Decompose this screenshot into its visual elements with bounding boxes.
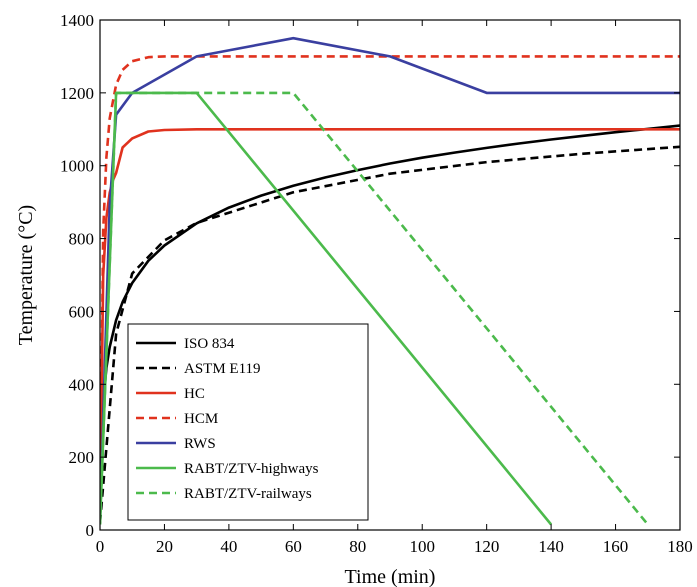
series-line-hc [100, 128, 680, 523]
y-tick-label: 200 [69, 448, 95, 467]
series-line-iso-834 [100, 124, 680, 523]
x-tick-label: 0 [96, 537, 105, 556]
legend-label-rabt-ztv-railways: RABT/ZTV-railways [184, 486, 312, 502]
x-tick-label: 80 [349, 537, 366, 556]
x-tick-label: 20 [156, 537, 173, 556]
x-tick-label: 160 [603, 537, 629, 556]
y-axis-title: Temperature (°C) [15, 205, 37, 345]
x-axis: 0 20 40 60 80 100 120 140 160 180 [96, 20, 693, 556]
legend: ISO 834 ASTM E119 HC HCM RWS RABT/ZTV-highway… [127, 323, 369, 521]
series-line-hcm [100, 55, 680, 523]
x-axis-title: Time (min) [345, 566, 436, 587]
x-tick-label: 140 [538, 537, 564, 556]
series-line-rabt-ztv-railways [100, 91, 649, 526]
x-tick-label: 180 [667, 537, 693, 556]
x-tick-label: 120 [474, 537, 500, 556]
y-tick-label: 400 [69, 375, 95, 394]
plot-frame [99, 19, 681, 531]
legend-label-hcm: HCM [184, 411, 218, 427]
legend-label-iso-834: ISO 834 [184, 336, 235, 352]
y-tick-label: 0 [86, 521, 95, 540]
legend-label-rabt-ztv-highways: RABT/ZTV-highways [184, 461, 319, 477]
legend-label-astm-e119: ASTM E119 [184, 361, 261, 377]
legend-box [127, 323, 369, 521]
legend-label-hc: HC [184, 386, 205, 402]
y-tick-label: 1000 [60, 157, 94, 176]
x-tick-label: 40 [220, 537, 237, 556]
plot-area [99, 19, 681, 531]
y-tick-label: 600 [69, 302, 95, 321]
y-tick-label: 800 [69, 230, 95, 249]
x-tick-label: 60 [285, 537, 302, 556]
series-line-astm-e119 [100, 145, 680, 523]
x-tick-label: 100 [409, 537, 435, 556]
y-tick-label: 1200 [60, 84, 94, 103]
y-tick-label: 1400 [60, 11, 94, 30]
legend-label-rws: RWS [184, 436, 216, 452]
y-axis: 0 200 400 600 800 1000 1200 1400 [60, 11, 680, 540]
series-layer [100, 36, 680, 526]
